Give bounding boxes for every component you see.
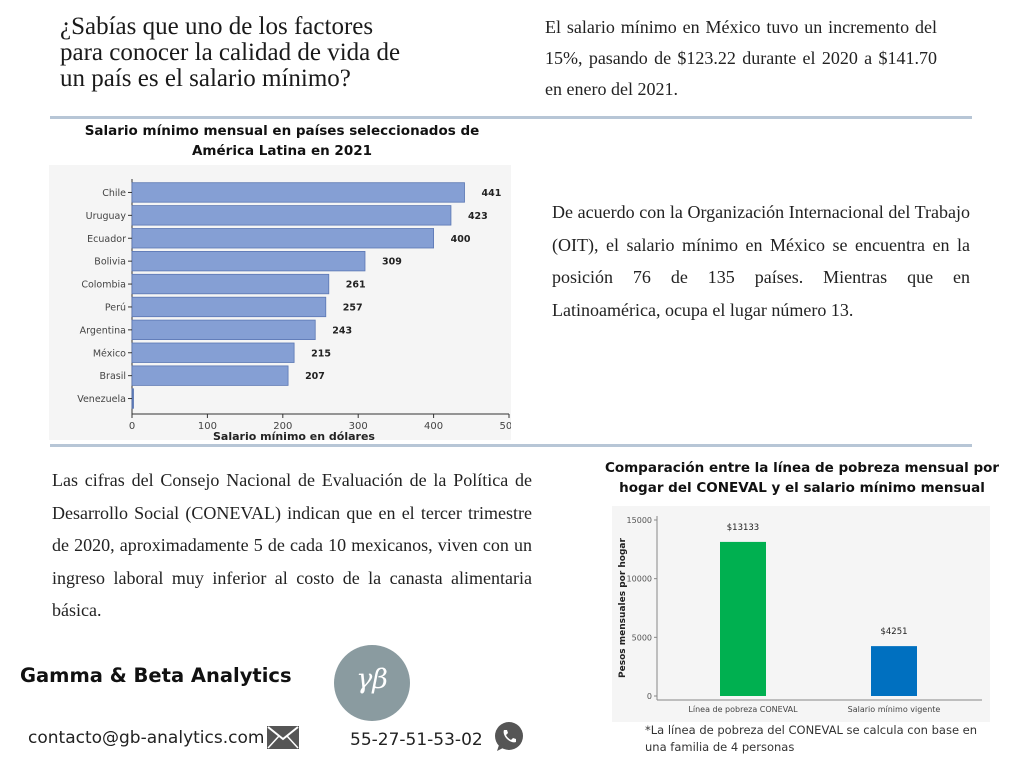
y-tick-label-6: Argentina — [80, 325, 126, 336]
gamma-beta-logo-icon — [334, 645, 410, 721]
bar-1 — [131, 205, 452, 226]
y-tick-label-9: Venezuela — [77, 394, 126, 405]
data-label-2: 400 — [451, 234, 471, 245]
data-label-7: 215 — [311, 348, 331, 359]
email-link[interactable]: contacto@gb-analytics.com — [28, 728, 265, 748]
x-tick-label-3: 300 — [349, 421, 368, 432]
mail-icon[interactable] — [267, 726, 299, 749]
intro-text: El salario mínimo en México tuvo un incr… — [545, 17, 937, 99]
coneval-text: Las cifras del Consejo Nacional de Evalu… — [52, 470, 532, 620]
x-tick-label-1: Salario mínimo vigente — [848, 705, 941, 714]
poverty-comparison-chart-svg: 0 5000 10000 15000 $13133 Línea de pobreza CO… — [618, 516, 982, 714]
y-tick-label-2: 10000 — [627, 575, 652, 584]
x-tick-label-0: Línea de pobreza CONEVAL — [688, 705, 798, 714]
y-tick-label-2: Ecuador — [87, 234, 126, 245]
bar-8 — [131, 365, 289, 386]
x-tick-label-2: 200 — [273, 421, 292, 432]
bar-6 — [131, 319, 316, 341]
poverty-comparison-chart: 0 5000 10000 15000 $13133 Línea de pobreza CO… — [612, 506, 990, 722]
phone-number[interactable]: 55-27-51-53-02 — [350, 730, 483, 750]
data-label-3: 309 — [382, 257, 402, 268]
company-name: Gamma & Beta Analytics — [20, 664, 292, 687]
y-tick-label-1: 5000 — [632, 633, 652, 642]
headline: ¿Sabías que uno de los factores para con… — [60, 13, 401, 92]
data-label-0: 441 — [482, 188, 502, 199]
chart-footnote: *La línea de pobreza del CONEVAL se calc… — [645, 723, 978, 754]
divider-middle — [50, 444, 972, 447]
data-label-0: $13133 — [727, 523, 759, 533]
data-label-8: 207 — [305, 371, 325, 382]
chart1-title: Salario mínimo mensual en países selecci… — [84, 123, 480, 159]
bar-9 — [131, 388, 134, 409]
bar-3 — [131, 251, 366, 272]
y-tick-label-8: Brasil — [100, 371, 126, 382]
bar-0 — [720, 541, 766, 696]
y-tick-label-7: México — [93, 348, 126, 359]
y-tick-label-0: Chile — [102, 188, 126, 199]
y-tick-label-1: Uruguay — [86, 211, 127, 222]
chart2-title: Comparación entre la línea de pobreza me… — [604, 460, 1000, 496]
divider-top — [50, 116, 972, 119]
data-label-6: 243 — [332, 325, 352, 336]
x-tick-label-5: 500 — [499, 421, 511, 432]
data-label-1: $4251 — [880, 627, 907, 637]
data-label-4: 261 — [346, 280, 366, 291]
whatsapp-icon[interactable] — [493, 721, 525, 753]
salary-bar-chart: Chile 441 Uruguay 423 Ecuador 400 Bolivia 309 Co… — [49, 165, 519, 443]
y-axis-title: Pesos mensuales por hogar — [618, 538, 628, 678]
y-tick-label-4: Colombia — [81, 280, 126, 291]
y-tick-label-3: 15000 — [627, 516, 652, 525]
bar-0 — [131, 182, 465, 203]
bar-4 — [131, 273, 330, 295]
data-label-1: 423 — [468, 211, 488, 222]
logo-text: γβ — [356, 664, 388, 695]
x-tick-label-4: 400 — [424, 421, 443, 432]
y-tick-label-5: Perú — [105, 302, 126, 313]
x-tick-label-0: 0 — [129, 421, 135, 432]
x-tick-label-1: 100 — [198, 421, 217, 432]
bar-7 — [131, 342, 295, 363]
oit-text: De acuerdo con la Organización Internaci… — [552, 202, 970, 320]
bar-5 — [131, 296, 327, 318]
y-tick-label-3: Bolivia — [94, 257, 126, 268]
bar-1 — [871, 646, 917, 696]
x-axis-title: Salario mínimo en dólares — [213, 430, 375, 440]
salary-bar-chart-svg: Chile 441 Uruguay 423 Ecuador 400 Bolivia 309 Co… — [77, 179, 519, 443]
data-label-5: 257 — [343, 302, 363, 313]
bar-2 — [131, 228, 435, 249]
y-tick-label-0: 0 — [647, 692, 652, 701]
